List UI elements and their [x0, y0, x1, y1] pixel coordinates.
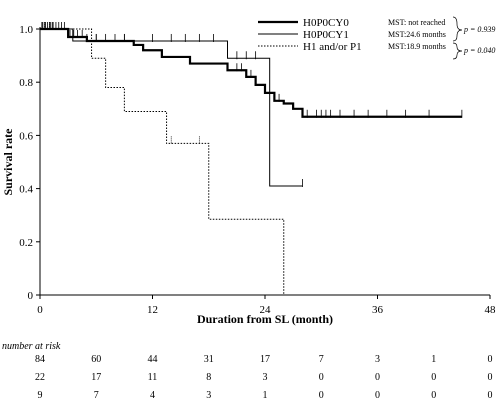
risk-cell: 0 [431, 372, 437, 383]
risk-cell: 0 [431, 390, 437, 401]
y-tick-label: 0.2 [19, 237, 33, 249]
y-tick-label: 0.4 [19, 184, 33, 196]
risk-cell: 17 [260, 354, 270, 365]
risk-cell: 60 [91, 354, 102, 365]
mst-label: MST:18.9 months [388, 42, 446, 51]
risk-cell: 0 [487, 354, 493, 365]
risk-cell: 3 [206, 390, 212, 401]
legend-label: H1 and/or P1 [303, 41, 362, 53]
mst-label: MST:24.6 months [388, 30, 446, 39]
survival-curves [40, 22, 463, 295]
risk-cell: 84 [35, 354, 45, 365]
risk-cell: 0 [487, 372, 493, 383]
x-axis-title: Duration from SL (month) [197, 312, 333, 326]
risk-cell: 1 [431, 354, 437, 365]
risk-row: 9 7 4 3 1 0 0 0 0 [0, 390, 500, 404]
risk-cell: 22 [35, 372, 45, 383]
y-axis-title: Survival rate [1, 128, 15, 196]
risk-table-title: number at risk [2, 341, 61, 352]
risk-cell: 0 [375, 372, 380, 383]
x-tick-label: 24 [260, 304, 272, 316]
risk-cell: 3 [375, 354, 380, 365]
risk-cell: 0 [487, 390, 493, 401]
risk-row: 22 17 11 8 3 0 0 0 0 [0, 372, 500, 386]
y-tick-label: 0.6 [19, 130, 33, 142]
legend-label: H0P0CY0 [303, 17, 349, 29]
bracket-2 [452, 42, 463, 60]
risk-cell: 9 [37, 390, 43, 401]
risk-cell: 8 [206, 372, 212, 383]
risk-cell: 4 [150, 390, 155, 401]
x-tick-label: 0 [37, 304, 43, 316]
bracket-1 [452, 16, 463, 42]
mst-label: MST: not reached [388, 18, 445, 27]
legend-label: H0P0CY1 [303, 29, 349, 41]
axes: 0 12 24 36 48 0 0.2 0.4 0.6 0.8 1.0 [19, 24, 496, 316]
x-tick-label: 12 [147, 304, 158, 316]
legend: H0P0CY0 MST: not reached H0P0CY1 MST:24.6 m… [258, 16, 495, 60]
risk-cell: 1 [262, 390, 268, 401]
p-value-2: p = 0.040 [463, 46, 495, 55]
risk-cell: 17 [91, 372, 102, 383]
risk-cell: 44 [147, 354, 158, 365]
survival-curve-2 [40, 28, 303, 187]
p-value-1: p = 0.939 [463, 25, 495, 34]
risk-cell: 7 [318, 354, 324, 365]
y-tick-label: 0.8 [19, 77, 33, 89]
risk-cell: 3 [262, 372, 268, 383]
risk-cell: 31 [203, 354, 214, 365]
risk-cell: 11 [147, 372, 158, 383]
y-tick-label: 1.0 [19, 24, 33, 36]
survival-curve-3 [40, 28, 285, 295]
y-tick-label: 0 [28, 290, 34, 302]
risk-cell: 0 [375, 390, 380, 401]
survival-chart: 0 12 24 36 48 0 0.2 0.4 0.6 0.8 1.0 H0P0CY0 MST: no… [1, 16, 496, 326]
x-tick-label: 48 [485, 304, 497, 316]
risk-cell: 0 [318, 372, 324, 383]
x-tick-label: 36 [372, 304, 384, 316]
risk-row: 84 60 44 31 17 7 3 1 0 [0, 354, 500, 368]
risk-cell: 0 [318, 390, 324, 401]
risk-cell: 7 [93, 390, 99, 401]
